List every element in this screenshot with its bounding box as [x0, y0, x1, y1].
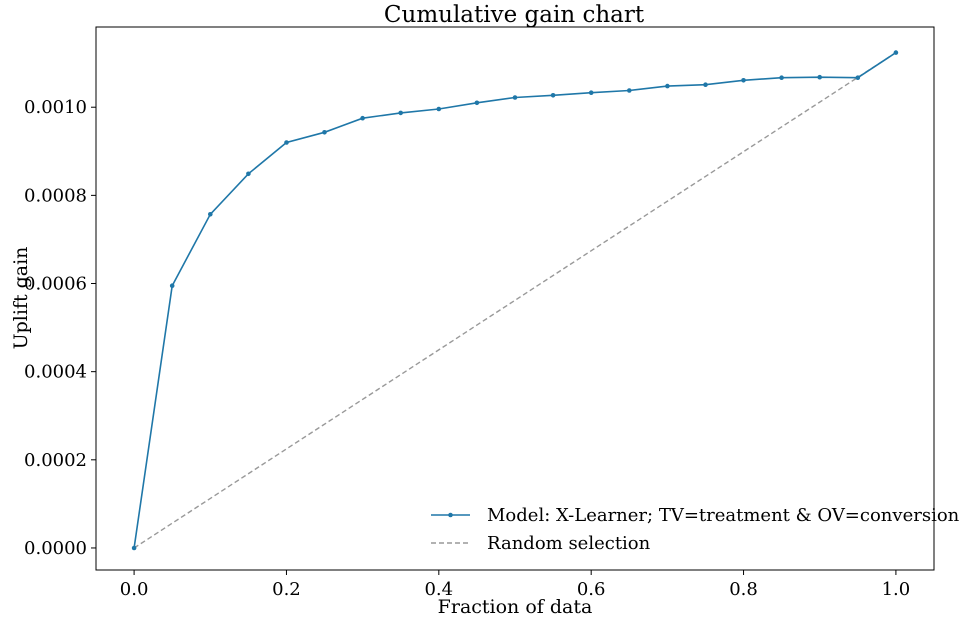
- data-point: [246, 171, 251, 177]
- y-tick-label: 0.0006: [24, 274, 87, 295]
- data-point: [817, 74, 822, 80]
- legend-label-0: Model: X-Learner; TV=treatment & OV=conv…: [487, 505, 960, 526]
- x-tick-label: 0.4: [424, 579, 453, 600]
- data-point: [741, 78, 746, 83]
- y-tick-label: 0.0004: [24, 362, 87, 383]
- legend: Model: X-Learner; TV=treatment & OV=conv…: [431, 505, 960, 554]
- y-axis-label: Uplift gain: [10, 247, 32, 350]
- legend-label-1: Random selection: [487, 533, 651, 554]
- x-axis-label: Fraction of data: [438, 596, 593, 618]
- data-point: [436, 106, 442, 112]
- x-tick-label: 1.0: [882, 579, 911, 600]
- y-axis: 0.0000 0.0002 0.0004 0.0006 0.0008 0.0010: [24, 97, 96, 559]
- series-line-1: [133, 52, 897, 549]
- legend-marker: [448, 512, 453, 518]
- data-point: [131, 545, 137, 551]
- data-point: [627, 88, 632, 93]
- data-point: [284, 140, 289, 145]
- data-point: [893, 50, 899, 55]
- x-axis: 0.0 0.2 0.4 0.6 0.8 1.0: [120, 570, 910, 600]
- data-point: [398, 110, 404, 116]
- chart-title: Cumulative gain chart: [384, 2, 645, 28]
- data-point: [779, 75, 784, 80]
- data-point: [512, 95, 518, 100]
- y-tick-label: 0.0000: [24, 538, 87, 559]
- y-tick-label: 0.0002: [24, 450, 87, 471]
- y-tick-label: 0.0008: [24, 185, 87, 206]
- plot-frame: [95, 26, 935, 571]
- y-tick-label: 0.0010: [24, 97, 87, 118]
- data-point: [169, 283, 175, 289]
- data-point: [665, 83, 670, 89]
- x-tick-label: 0.8: [729, 579, 758, 600]
- data-point: [855, 75, 861, 80]
- data-point: [360, 115, 365, 121]
- data-point: [208, 212, 213, 217]
- data-point: [550, 93, 556, 98]
- data-point: [322, 130, 327, 135]
- x-tick-label: 0.0: [120, 579, 149, 600]
- data-point: [474, 100, 480, 106]
- x-tick-label: 0.2: [272, 579, 301, 600]
- data-point: [703, 82, 708, 87]
- series-layer: [131, 50, 899, 551]
- data-point: [588, 90, 594, 95]
- x-tick-label: 0.6: [577, 579, 606, 600]
